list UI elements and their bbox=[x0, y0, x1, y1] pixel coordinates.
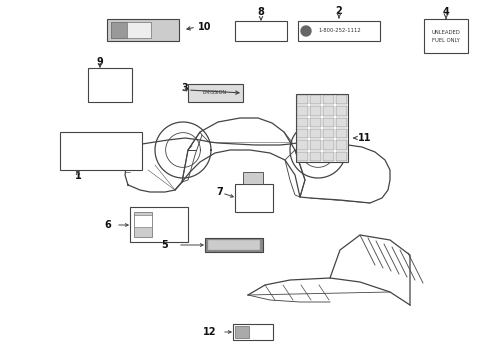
Text: 6: 6 bbox=[105, 220, 111, 230]
Text: 2: 2 bbox=[336, 6, 343, 16]
Bar bbox=[297, 140, 308, 150]
Bar bbox=[298, 21, 380, 41]
Bar bbox=[336, 129, 347, 138]
Bar bbox=[323, 118, 334, 127]
Bar bbox=[130, 207, 188, 242]
Bar bbox=[336, 106, 347, 116]
Bar bbox=[297, 95, 308, 104]
Text: UNLEADED: UNLEADED bbox=[432, 31, 461, 36]
Bar bbox=[60, 132, 142, 170]
Bar bbox=[235, 21, 287, 41]
Text: 3: 3 bbox=[182, 83, 188, 93]
Text: 7: 7 bbox=[217, 187, 223, 197]
Bar bbox=[297, 106, 308, 116]
Bar bbox=[134, 212, 152, 237]
Bar bbox=[310, 106, 321, 116]
Bar bbox=[336, 118, 347, 127]
Bar bbox=[111, 22, 150, 38]
Bar bbox=[297, 118, 308, 127]
Text: 11: 11 bbox=[358, 133, 372, 143]
Bar bbox=[310, 140, 321, 150]
Bar bbox=[310, 129, 321, 138]
Bar bbox=[296, 94, 348, 162]
Bar bbox=[134, 215, 152, 227]
Bar bbox=[107, 19, 179, 41]
Text: 1-800-252-1112: 1-800-252-1112 bbox=[318, 28, 362, 33]
Bar bbox=[205, 238, 263, 252]
Text: 10: 10 bbox=[198, 22, 212, 32]
Text: FUEL ONLY: FUEL ONLY bbox=[432, 39, 460, 44]
Bar bbox=[297, 152, 308, 161]
Bar bbox=[310, 118, 321, 127]
Circle shape bbox=[301, 26, 311, 36]
Bar bbox=[88, 68, 132, 102]
Bar bbox=[233, 324, 273, 340]
Text: 5: 5 bbox=[162, 240, 169, 250]
Bar bbox=[310, 152, 321, 161]
Bar bbox=[323, 140, 334, 150]
Text: 1: 1 bbox=[74, 171, 81, 181]
Bar bbox=[111, 22, 127, 38]
Text: EMISSION: EMISSION bbox=[203, 90, 227, 95]
Bar bbox=[208, 240, 260, 250]
Bar bbox=[235, 184, 273, 212]
Bar bbox=[323, 95, 334, 104]
Bar bbox=[297, 129, 308, 138]
Bar bbox=[243, 172, 263, 184]
Bar bbox=[336, 140, 347, 150]
Text: 12: 12 bbox=[203, 327, 217, 337]
Bar bbox=[188, 84, 243, 102]
Text: 9: 9 bbox=[97, 57, 103, 67]
Text: 4: 4 bbox=[442, 7, 449, 17]
Bar bbox=[424, 19, 468, 53]
Bar bbox=[235, 326, 249, 338]
Bar bbox=[323, 129, 334, 138]
Bar bbox=[336, 152, 347, 161]
Bar bbox=[323, 106, 334, 116]
Bar bbox=[310, 95, 321, 104]
Bar bbox=[323, 152, 334, 161]
Text: 8: 8 bbox=[258, 7, 265, 17]
Bar bbox=[336, 95, 347, 104]
